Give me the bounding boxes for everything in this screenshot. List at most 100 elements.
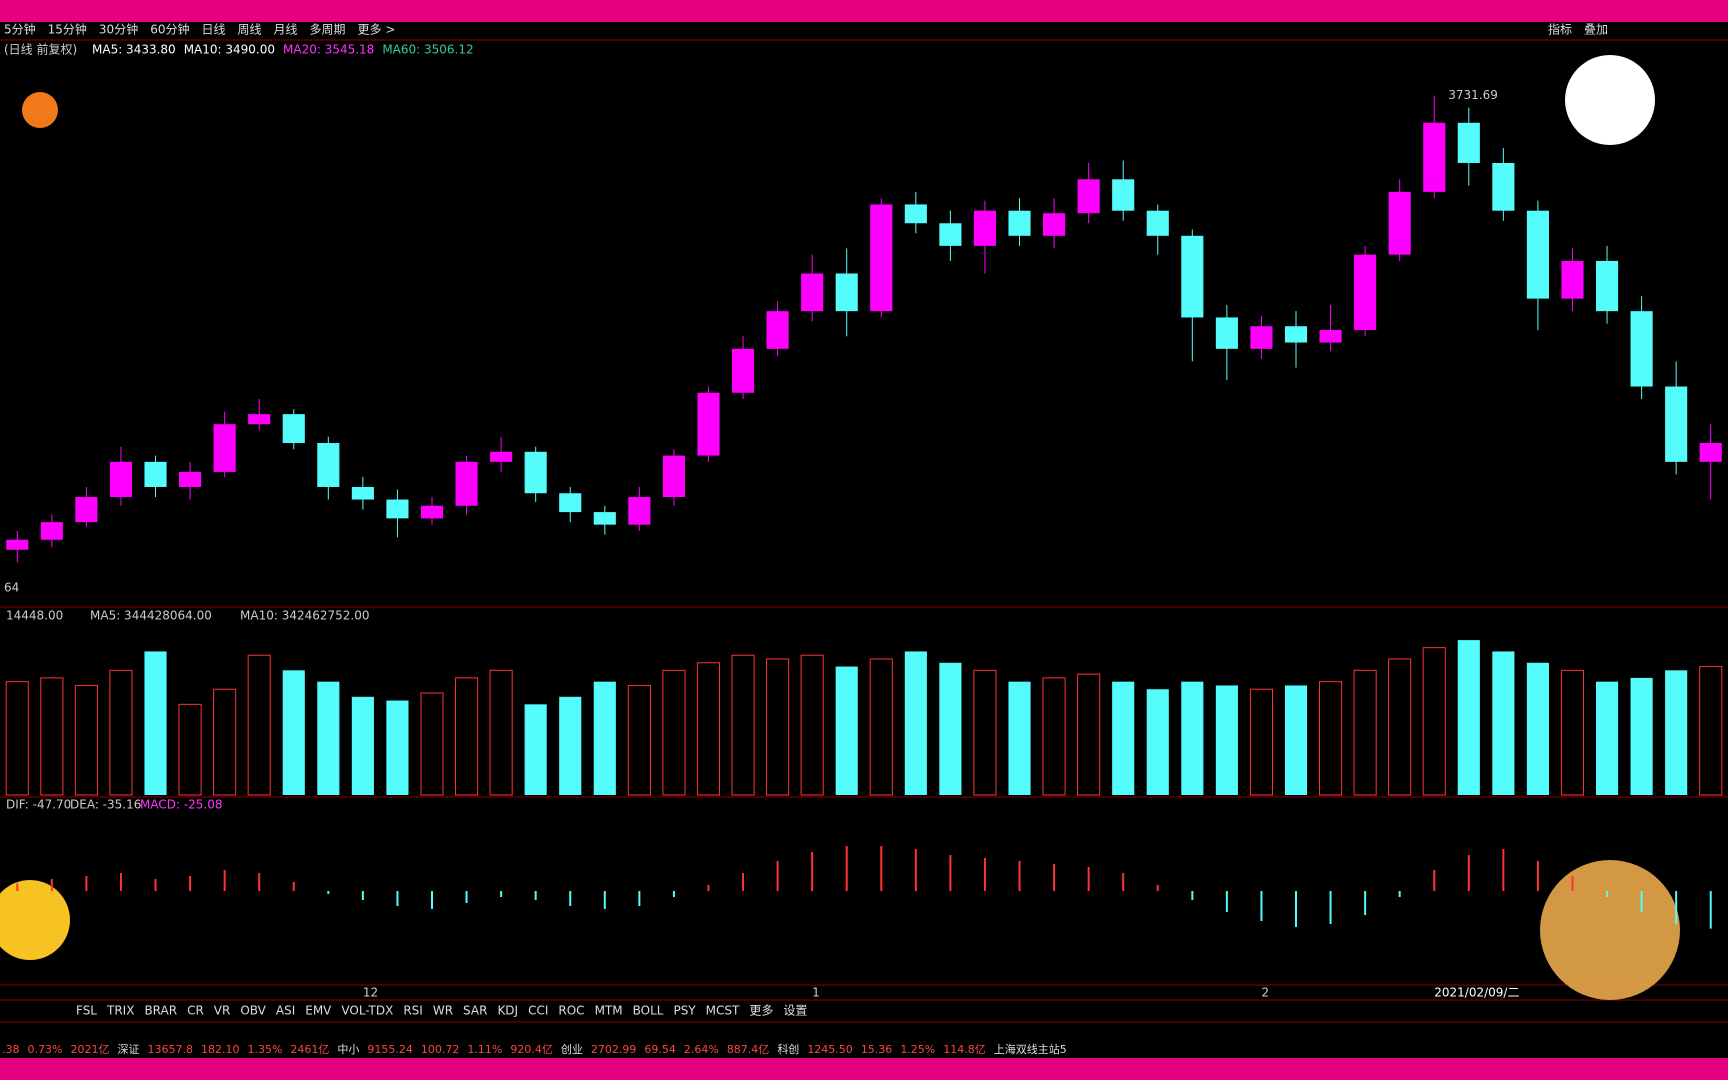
- indicator-tab[interactable]: VOL-TDX: [341, 1004, 393, 1018]
- volume-bar: [731, 654, 755, 796]
- indicator-tab[interactable]: FSL: [76, 1004, 97, 1018]
- status-item: 2702.99: [591, 1043, 637, 1056]
- indicator-tab[interactable]: MTM: [595, 1004, 623, 1018]
- indicator-tab[interactable]: RSI: [403, 1004, 423, 1018]
- indicator-tab[interactable]: ASI: [276, 1004, 295, 1018]
- candle-body: [455, 461, 478, 506]
- volume-bar: [1181, 681, 1204, 795]
- indicator-tab[interactable]: EMV: [305, 1004, 332, 1018]
- indicator-tab[interactable]: 设置: [783, 1004, 807, 1018]
- volume-bar: [40, 677, 64, 796]
- volume-bar: [1457, 640, 1480, 795]
- volume-bar: [282, 670, 305, 795]
- indicator-tab[interactable]: MCST: [706, 1004, 740, 1018]
- period-tab[interactable]: 30分钟: [99, 22, 138, 37]
- volume-bar: [524, 704, 547, 795]
- indicator-tab[interactable]: SAR: [463, 1004, 487, 1018]
- status-item: 1245.50: [807, 1043, 853, 1056]
- period-tab[interactable]: 日线: [201, 23, 225, 37]
- candle-body: [248, 414, 271, 425]
- bottom-border: [0, 1058, 1728, 1080]
- sticker: [1540, 860, 1680, 1000]
- indicator-tab[interactable]: WR: [433, 1004, 453, 1018]
- indicator-tab[interactable]: KDJ: [497, 1004, 518, 1018]
- candle-body: [1354, 254, 1377, 330]
- sticker: [0, 880, 70, 960]
- volume-bar: [696, 662, 721, 796]
- candle-body: [144, 461, 167, 487]
- candle-body: [1388, 191, 1411, 255]
- indicator-tab[interactable]: OBV: [240, 1004, 266, 1018]
- volume-bar: [1319, 681, 1343, 796]
- price-mode: (日线 前复权): [4, 42, 77, 57]
- date-label: 1: [812, 986, 820, 1000]
- status-item: 887.4亿: [727, 1043, 770, 1056]
- candle-body: [1423, 122, 1446, 192]
- volume-bar: [1077, 673, 1101, 796]
- indicator-tab[interactable]: ROC: [558, 1004, 584, 1018]
- period-tab[interactable]: 周线: [238, 23, 262, 37]
- status-item: 100.72: [421, 1043, 460, 1056]
- toolbar-button[interactable]: 指标: [1548, 22, 1572, 37]
- candle-body: [1526, 210, 1549, 299]
- period-tab[interactable]: 60分钟: [150, 22, 189, 37]
- candle-body: [766, 311, 789, 349]
- candle-body: [1457, 122, 1480, 163]
- indicator-tab[interactable]: CCI: [528, 1004, 548, 1018]
- indicator-tab[interactable]: BOLL: [633, 1004, 664, 1018]
- ma-legend: MA5: 3433.80: [92, 43, 176, 57]
- volume-bar: [1595, 681, 1619, 795]
- candle-body: [1284, 326, 1308, 343]
- candle-body: [939, 223, 962, 246]
- indicator-tab[interactable]: BRAR: [144, 1004, 177, 1018]
- volume-ma5: MA5: 344428064.00: [90, 609, 212, 623]
- candle-body: [1181, 235, 1204, 318]
- volume-bar: [5, 681, 29, 796]
- volume-bar: [1146, 689, 1169, 795]
- candle-body: [1561, 260, 1584, 299]
- candle-body: [109, 461, 133, 498]
- indicator-tab[interactable]: CR: [187, 1004, 204, 1018]
- macd-dea: DEA: -35.16: [70, 798, 141, 812]
- volume-bar: [766, 658, 790, 796]
- indicator-tab[interactable]: 更多: [749, 1004, 773, 1018]
- volume-bar: [213, 688, 237, 796]
- volume-bar: [144, 651, 167, 795]
- top-border: [0, 0, 1728, 22]
- period-tab[interactable]: 月线: [274, 23, 298, 37]
- indicator-tab[interactable]: TRIX: [106, 1004, 134, 1018]
- candle-body: [1008, 210, 1031, 236]
- volume-bar: [1630, 677, 1653, 795]
- candle-body: [351, 486, 374, 500]
- period-tab[interactable]: 更多 >: [358, 23, 396, 37]
- candle-body: [973, 210, 997, 246]
- period-tab[interactable]: 多周期: [310, 23, 346, 37]
- indicator-tab[interactable]: VR: [214, 1004, 231, 1018]
- volume-bar: [455, 677, 479, 796]
- toolbar-button[interactable]: 叠加: [1584, 23, 1608, 37]
- volume-bar: [627, 684, 651, 796]
- period-tab[interactable]: 15分钟: [48, 22, 87, 37]
- status-item: .38: [2, 1043, 20, 1056]
- status-item: 2021亿: [70, 1043, 109, 1056]
- candle-body: [904, 204, 927, 224]
- volume-bar: [1388, 658, 1412, 796]
- status-item: 9155.24: [367, 1043, 413, 1056]
- status-item: 13657.8: [147, 1043, 193, 1056]
- volume-bar: [109, 669, 133, 796]
- candle-body: [593, 512, 616, 525]
- volume-ma10: MA10: 342462752.00: [240, 609, 370, 623]
- candle-body: [524, 451, 547, 494]
- candle-body: [1595, 260, 1619, 312]
- indicator-tab[interactable]: PSY: [673, 1004, 696, 1018]
- volume-bar: [1112, 681, 1135, 795]
- volume-bar: [1353, 669, 1377, 796]
- volume-bar: [1249, 688, 1273, 796]
- period-tab[interactable]: 5分钟: [4, 22, 36, 37]
- volume-bar: [869, 658, 893, 796]
- status-item: 0.73%: [28, 1043, 63, 1056]
- sticker: [22, 92, 58, 128]
- volume-bar: [74, 684, 98, 796]
- volume-bar: [420, 692, 444, 796]
- ma-legend: MA10: 3490.00: [184, 43, 275, 57]
